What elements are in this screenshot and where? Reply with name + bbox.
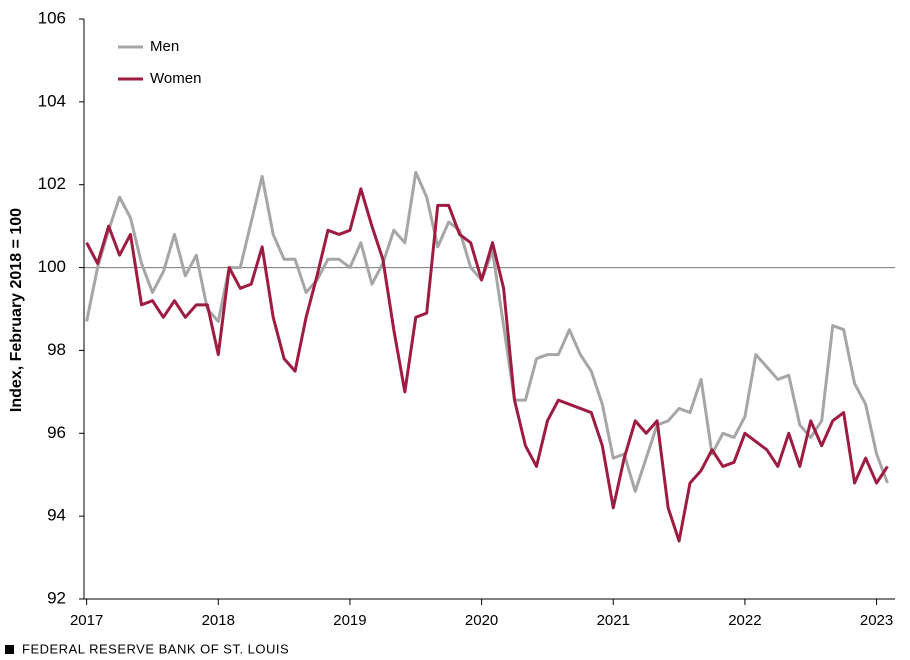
y-tick-label: 98 — [47, 340, 66, 359]
y-tick-label: 104 — [38, 91, 66, 110]
x-tick-label: 2019 — [333, 612, 366, 629]
x-tick-label: 2022 — [728, 612, 761, 629]
y-tick-label: 100 — [38, 257, 66, 276]
y-tick-label: 92 — [47, 588, 66, 607]
y-tick-label: 94 — [47, 506, 66, 525]
x-tick-label: 2023 — [860, 612, 893, 629]
y-axis-label: Index, February 2018 = 100 — [8, 208, 25, 412]
y-tick-label: 102 — [38, 174, 66, 193]
legend-label: Women — [150, 70, 201, 87]
footer-mark — [5, 645, 14, 654]
y-tick-label: 96 — [47, 423, 66, 442]
series-line — [85, 170, 889, 493]
footer: FEDERAL RESERVE BANK OF ST. LOUIS — [22, 641, 289, 656]
x-tick-label: 2017 — [70, 612, 103, 629]
y-tick-label: 106 — [38, 8, 66, 27]
legend-label: Men — [150, 38, 179, 55]
series-line — [85, 187, 889, 543]
x-tick-label: 2020 — [465, 612, 498, 629]
x-tick-label: 2021 — [597, 612, 630, 629]
x-tick-label: 2018 — [202, 612, 235, 629]
